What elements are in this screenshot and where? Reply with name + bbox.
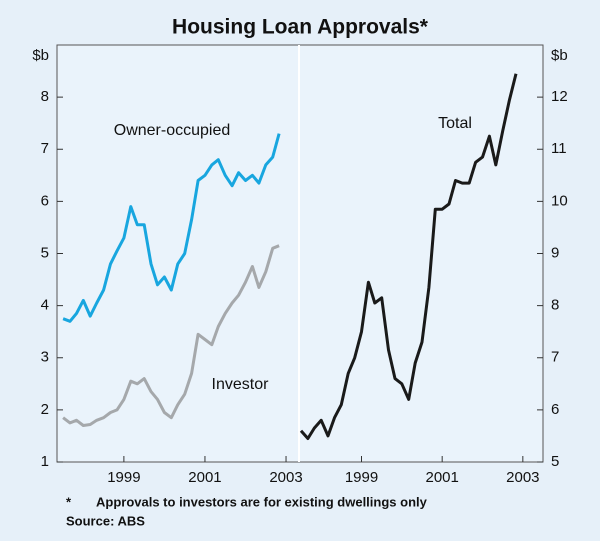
y-tick-label: 10: [551, 192, 568, 209]
series-line: [299, 73, 518, 440]
footnote: Approvals to investors are for existing …: [96, 494, 428, 509]
x-tick-label: 1999: [345, 469, 378, 486]
y-tick-label: 5: [551, 453, 559, 470]
y-tick-label: 1: [41, 453, 49, 470]
y-tick-label: 6: [41, 192, 49, 209]
series-line: [62, 133, 281, 323]
series-label: Investor: [212, 376, 270, 393]
y-tick-label: 9: [551, 244, 559, 261]
y-tick-label: 12: [551, 88, 568, 105]
y-tick-label: 7: [551, 349, 559, 366]
y-tick-label: 4: [41, 297, 49, 314]
y-axis-label: $b: [32, 47, 49, 64]
y-tick-label: 5: [41, 244, 49, 261]
y-tick-label: 2: [41, 401, 49, 418]
y-tick-label: 7: [41, 140, 49, 157]
x-tick-label: 2001: [188, 469, 221, 486]
y-tick-label: 3: [41, 349, 49, 366]
series-label: Owner-occupied: [114, 122, 231, 139]
chart-title: Housing Loan Approvals*: [172, 16, 429, 39]
y-tick-label: 11: [551, 140, 567, 157]
x-tick-label: 2003: [269, 469, 302, 486]
y-tick-label: 8: [41, 88, 49, 105]
series-line: [62, 244, 280, 427]
y-axis-label: $b: [551, 47, 568, 64]
x-tick-label: 2003: [506, 469, 539, 486]
y-tick-label: 8: [551, 297, 559, 314]
series-label: Total: [438, 115, 472, 132]
source: Source: ABS: [66, 513, 145, 528]
footnote-marker: *: [66, 494, 72, 509]
x-tick-label: 2001: [425, 469, 458, 486]
x-tick-label: 1999: [107, 469, 140, 486]
y-tick-label: 6: [551, 401, 559, 418]
